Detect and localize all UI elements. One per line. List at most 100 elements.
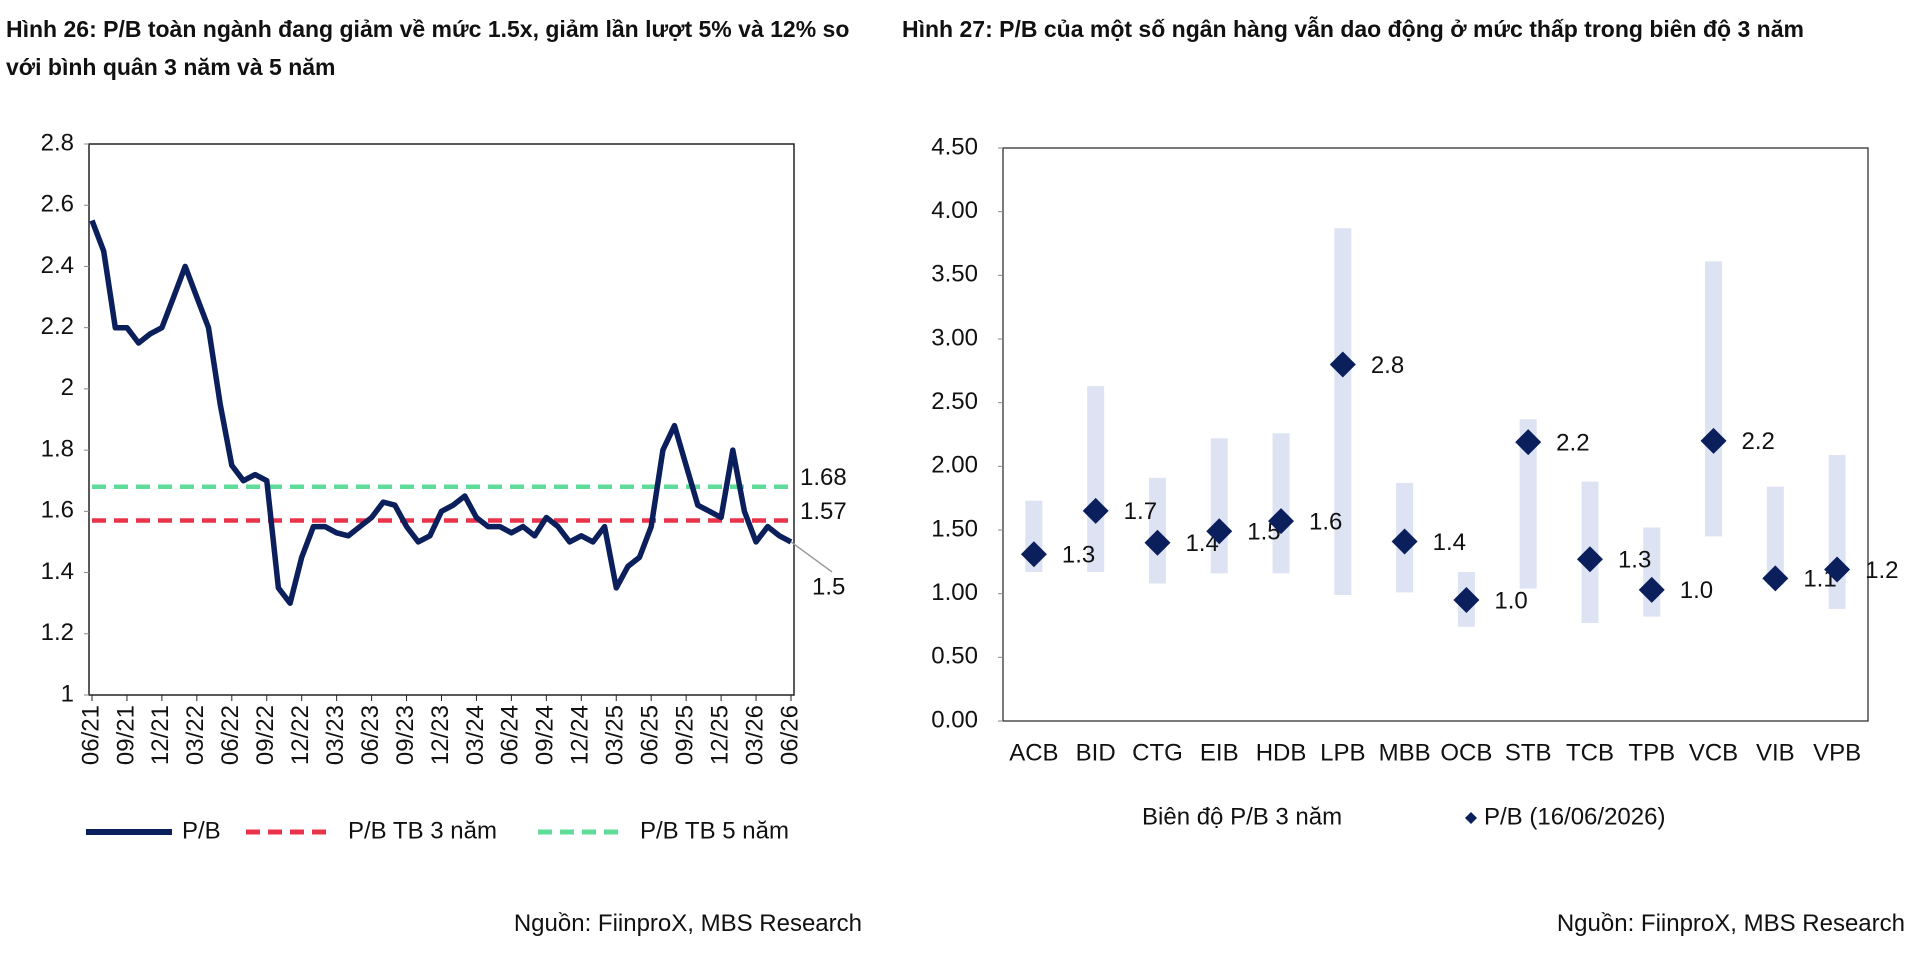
y-tick-label: 1.50 [931, 515, 978, 542]
x-tick-label: 12/23 [427, 705, 454, 765]
y-tick-label: 1.6 [41, 497, 74, 524]
x-tick-label: BID [1076, 739, 1116, 766]
pb-marker [1638, 576, 1665, 603]
x-tick-label: 09/21 [112, 705, 139, 765]
y-tick-label: 0.00 [931, 706, 978, 733]
pb-marker [1144, 529, 1171, 556]
x-tick-label: 09/22 [252, 705, 279, 765]
data-label: 2.2 [1556, 429, 1589, 456]
legend-label: P/B (16/06/2026) [1484, 803, 1665, 830]
data-label: 1.6 [1309, 508, 1342, 535]
range-bar [1519, 419, 1537, 589]
y-tick-label: 1.2 [41, 619, 74, 646]
y-tick-label: 0.50 [931, 643, 978, 670]
x-tick-label: 06/25 [637, 705, 664, 765]
x-tick-label: 03/26 [741, 705, 768, 765]
pb-marker [1700, 427, 1727, 454]
x-tick-label: TCB [1566, 739, 1614, 766]
pb-marker [1576, 546, 1603, 573]
y-tick-label: 3.50 [931, 261, 978, 288]
source-note: Nguồn: FiinproX, MBS Research [513, 910, 862, 937]
legend-label: Biên độ P/B 3 năm [1142, 803, 1342, 830]
y-tick-label: 2.2 [41, 313, 74, 340]
y-tick-label: 1.00 [931, 579, 978, 606]
x-tick-label: LPB [1320, 739, 1365, 766]
x-tick-label: 06/24 [497, 705, 524, 765]
chart-title: Hình 27: P/B của một số ngân hàng vẫn da… [902, 16, 1804, 42]
x-tick-label: 12/24 [567, 705, 594, 765]
x-tick-label: 09/25 [671, 705, 698, 765]
x-tick-label: 06/22 [217, 705, 244, 765]
end-label: 1.5 [812, 573, 845, 600]
data-label: 1.7 [1124, 498, 1157, 525]
data-label: 2.8 [1371, 352, 1404, 379]
data-label: 2.2 [1742, 428, 1775, 455]
y-tick-label: 4.50 [931, 133, 978, 160]
x-tick-label: 03/25 [602, 705, 629, 765]
data-label: 1.3 [1062, 542, 1095, 569]
x-tick-label: 12/21 [147, 705, 174, 765]
x-tick-label: 09/24 [532, 705, 559, 765]
x-tick-label: MBB [1379, 739, 1431, 766]
pb-marker [1082, 497, 1109, 524]
range-bar [1705, 261, 1723, 537]
x-tick-label: 12/25 [706, 705, 733, 765]
y-tick-label: 2.8 [41, 129, 74, 156]
pb-marker [1206, 518, 1233, 545]
x-tick-label: VPB [1813, 739, 1861, 766]
range-bar [1766, 486, 1784, 585]
y-tick-label: 2 [61, 374, 74, 401]
legend-label: P/B TB 3 năm [348, 817, 497, 844]
data-label: 1.3 [1618, 547, 1651, 574]
range-bar [1334, 228, 1352, 595]
pb-marker [1762, 565, 1789, 592]
y-tick-label: 3.00 [931, 324, 978, 351]
legend-swatch [1465, 812, 1477, 824]
y-tick-label: 1 [61, 680, 74, 707]
legend-label: P/B TB 5 năm [640, 817, 789, 844]
series-line [89, 219, 793, 606]
range-bar [1272, 433, 1290, 574]
data-label: 1.0 [1494, 587, 1527, 614]
y-tick-label: 2.6 [41, 191, 74, 218]
x-tick-label: TPB [1628, 739, 1675, 766]
end-label: 1.57 [800, 498, 847, 525]
x-tick-label: 06/21 [77, 705, 104, 765]
y-tick-label: 2.4 [41, 252, 74, 279]
x-tick-label: STB [1505, 739, 1552, 766]
x-tick-label: 06/26 [776, 705, 803, 765]
x-tick-label: 12/22 [287, 705, 314, 765]
plot-frame [88, 143, 795, 696]
x-tick-label: 09/23 [392, 705, 419, 765]
x-tick-label: 03/23 [322, 705, 349, 765]
y-tick-label: 4.00 [931, 197, 978, 224]
x-tick-label: VIB [1756, 739, 1795, 766]
pb-marker [1453, 587, 1480, 614]
x-tick-label: EIB [1200, 739, 1239, 766]
data-label: 1.0 [1680, 577, 1713, 604]
data-label: 1.2 [1865, 557, 1898, 584]
pb-marker [1329, 351, 1356, 378]
pb-marker [1824, 556, 1851, 583]
pb-marker [1020, 541, 1047, 568]
x-tick-label: 03/22 [182, 705, 209, 765]
x-tick-label: 06/23 [357, 705, 384, 765]
x-tick-label: OCB [1440, 739, 1492, 766]
pb-marker [1515, 429, 1542, 456]
x-tick-label: 03/24 [462, 705, 489, 765]
chart-title: Hình 26: P/B toàn ngành đang giảm về mức… [6, 16, 850, 80]
data-label: 1.4 [1433, 529, 1466, 556]
plot-frame [1002, 147, 1869, 722]
y-tick-label: 2.00 [931, 452, 978, 479]
source-note: Nguồn: FiinproX, MBS Research [1556, 910, 1905, 937]
end-label: 1.68 [800, 464, 847, 491]
x-tick-label: ACB [1009, 739, 1058, 766]
range-bar [1087, 386, 1105, 573]
legend-label: P/B [182, 817, 221, 844]
pb-marker [1268, 508, 1295, 535]
x-tick-label: VCB [1689, 739, 1738, 766]
y-tick-label: 1.4 [41, 558, 74, 585]
y-tick-label: 2.50 [931, 388, 978, 415]
